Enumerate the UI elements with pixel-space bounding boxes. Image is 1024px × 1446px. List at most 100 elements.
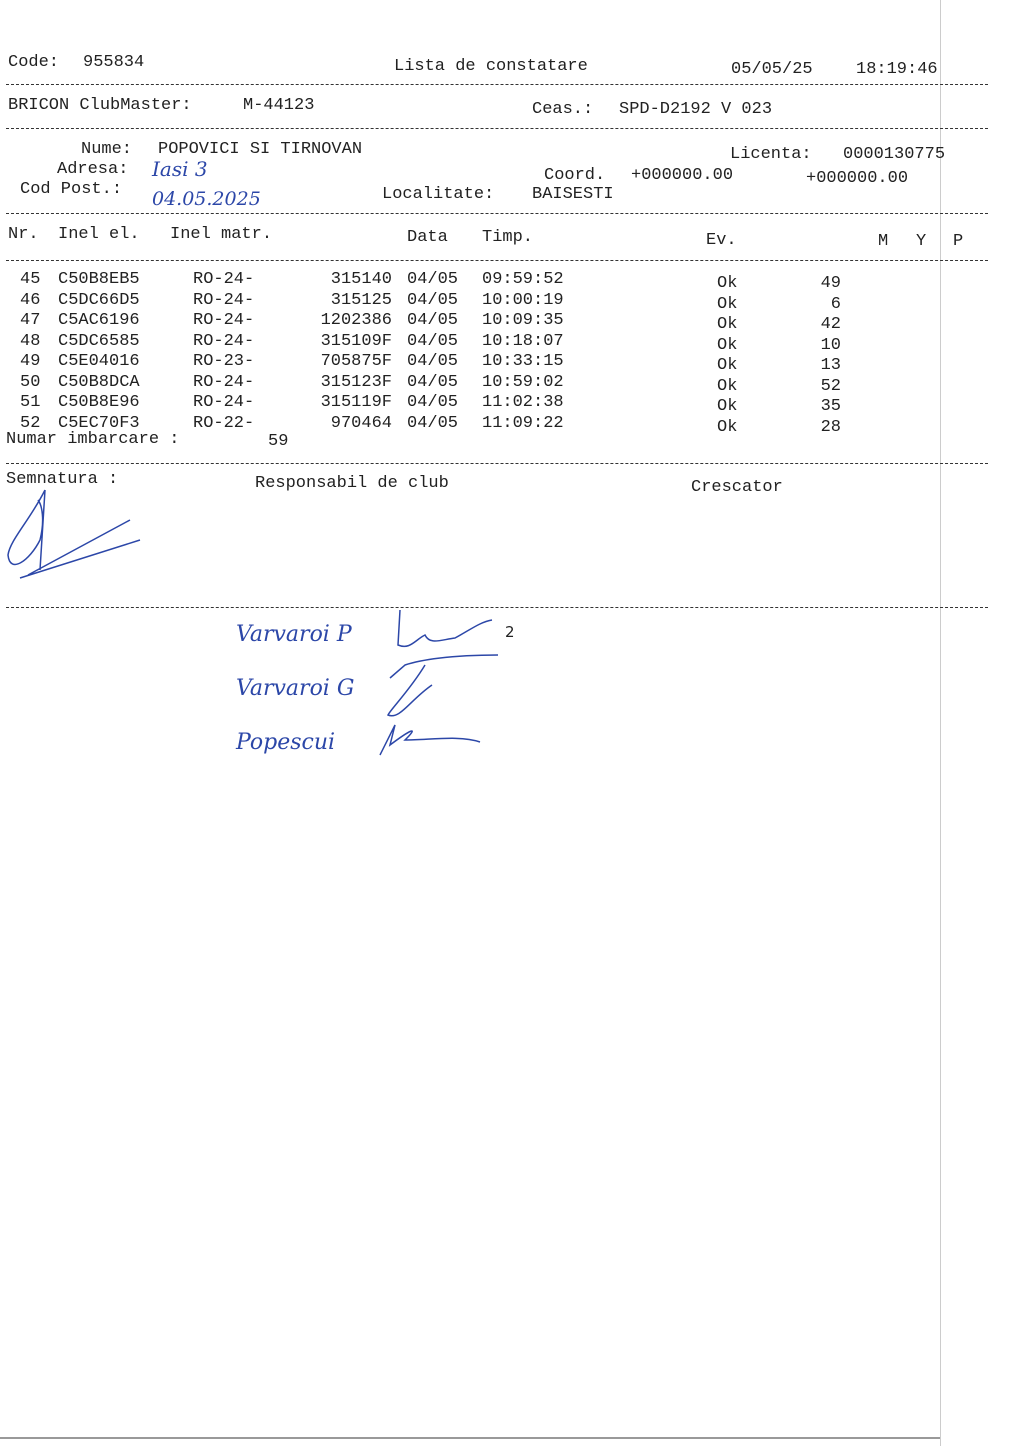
code-label: Code: [8,53,60,72]
row-ev: 35 [820,397,841,416]
row-status: Ok [717,315,738,334]
row-ring-number: 315109F [320,331,392,351]
row-time: 11:09:22 [482,413,564,433]
row-nr: 49 [20,352,41,371]
row-ring-number: 315125 [330,290,392,310]
code-value: 955834 [83,53,145,72]
row-nr: 52 [20,413,41,433]
row-inel-el: C5EC70F3 [58,413,140,433]
handwritten-signatures [379,609,499,756]
coord-1: +000000.00 [631,166,734,185]
row-ring-prefix: RO-24- [193,270,255,289]
row-nr: 51 [20,393,41,412]
row-ring-prefix: RO-24- [193,290,255,310]
row-time: 10:00:19 [482,290,564,310]
row-inel-el: C50B8EB5 [58,270,140,289]
row-time: 09:59:52 [482,270,564,289]
row-date: 04/05 [407,413,459,433]
col-p: P [953,232,964,251]
address-handwritten: Iasi 3 [152,157,208,181]
document-title: Lista de constatare [394,57,588,76]
row-date: 04/05 [407,393,459,412]
owner-name: POPOVICI SI TIRNOVAN [158,140,363,159]
divider [6,607,988,608]
row-status: Ok [717,356,738,375]
print-date: 05/05/25 [731,60,813,79]
row-inel-el: C50B8E96 [58,393,140,412]
scan-bottom-line [0,1437,940,1439]
divider [6,260,988,261]
row-ev: 49 [820,274,841,293]
row-time: 10:33:15 [482,352,564,371]
print-time: 18:19:46 [856,60,938,79]
row-ring-prefix: RO-24- [193,311,255,330]
row-ring-number: 315123F [320,372,392,392]
col-data: Data [407,228,448,247]
row-inel-el: C5DC6585 [58,331,140,351]
col-nr: Nr. [8,225,39,244]
col-m: M [878,232,889,251]
row-time: 10:59:02 [482,372,564,392]
row-nr: 47 [20,311,41,330]
count-label: Numar imbarcare : [6,430,180,449]
row-status: Ok [717,417,738,437]
clock-id: SPD-D2192 V 023 [619,100,773,119]
system-id: M-44123 [243,96,315,115]
row-time: 10:18:07 [482,331,564,351]
system-label: BRICON ClubMaster: [8,96,192,115]
row-status: Ok [717,397,738,416]
address-label: Adresa: [57,160,129,179]
row-ring-number: 705875F [320,352,392,371]
row-date: 04/05 [407,290,459,310]
row-ring-prefix: RO-24- [193,372,255,392]
postcode-label: Cod Post.: [20,180,123,199]
row-date: 04/05 [407,372,459,392]
row-ev: 42 [820,315,841,334]
row-inel-el: C50B8DCA [58,372,140,392]
row-date: 04/05 [407,352,459,371]
handwritten-name-1: Varvaroi P [236,622,352,647]
row-date: 04/05 [407,270,459,289]
row-ring-number: 315119F [320,393,392,412]
col-inel-matr: Inel matr. [170,225,273,244]
row-nr: 50 [20,372,41,392]
divider [6,128,988,129]
signature-label: Semnatura : [6,470,119,489]
postcode-handwritten: 04.05.2025 [152,188,261,210]
license-label: Licenta: [730,145,812,164]
row-ring-number: 315140 [330,270,392,289]
divider [6,84,988,85]
handwritten-mark: 2 [505,623,515,641]
row-date: 04/05 [407,331,459,351]
col-ev: Ev. [706,231,737,250]
club-responsible-label: Responsabil de club [255,474,449,493]
scan-edge-line [940,0,941,1446]
col-y: Y [916,232,927,251]
handwritten-name-2: Varvaroi G [236,676,355,701]
row-ev: 28 [820,417,841,437]
row-date: 04/05 [407,311,459,330]
row-ring-prefix: RO-24- [193,393,255,412]
row-status: Ok [717,294,738,314]
clock-label: Ceas.: [532,100,594,119]
signature-mark [7,489,141,579]
row-ev: 6 [830,294,841,314]
row-status: Ok [717,376,738,396]
row-ev: 13 [820,356,841,375]
row-ring-prefix: RO-23- [193,352,255,371]
row-ring-prefix: RO-22- [193,413,255,433]
row-inel-el: C5DC66D5 [58,290,140,310]
row-ring-number: 970464 [330,413,392,433]
locality-value: BAISESTI [532,185,614,204]
row-inel-el: C5AC6196 [58,311,140,330]
row-time: 11:02:38 [482,393,564,412]
row-nr: 46 [20,290,41,310]
row-ev: 10 [820,335,841,355]
row-status: Ok [717,335,738,355]
row-ring-prefix: RO-24- [193,331,255,351]
row-ring-number: 1202386 [320,311,392,330]
license-value: 0000130775 [843,145,946,164]
col-timp: Timp. [482,228,534,247]
col-inel-el: Inel el. [58,225,140,244]
